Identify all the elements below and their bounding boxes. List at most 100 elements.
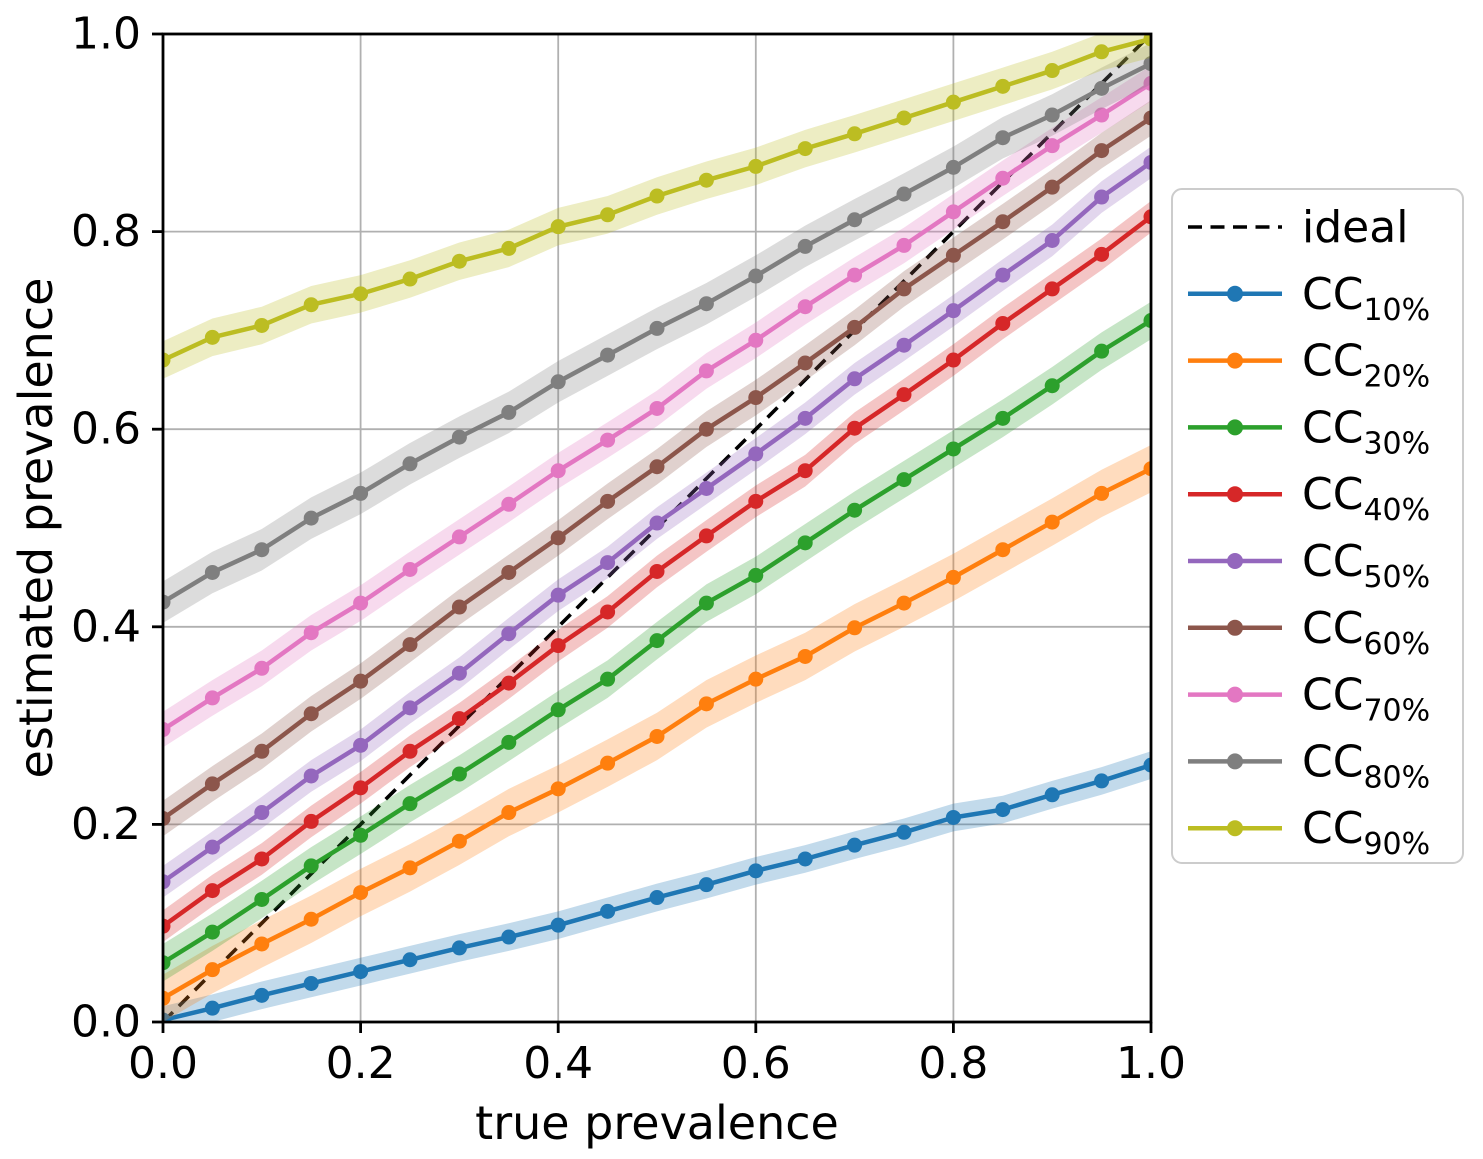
data-point-marker <box>353 885 369 901</box>
data-point-marker <box>1143 154 1151 170</box>
data-point-marker <box>254 936 270 952</box>
data-point-marker <box>254 660 270 676</box>
data-point-marker <box>303 706 319 722</box>
data-point-marker <box>1143 461 1151 477</box>
data-point-marker <box>550 702 566 718</box>
data-point-marker <box>204 883 220 899</box>
data-point-marker <box>748 863 764 879</box>
data-point-marker <box>163 874 171 890</box>
data-point-marker <box>402 743 418 759</box>
data-point-marker <box>402 271 418 287</box>
axes-ticks: 0.0 0.2 0.4 0.6 0.8 1.0 0.0 0.2 0.4 0.6 0.8 1.0 <box>71 9 1186 1090</box>
series-cc90 <box>163 34 1151 379</box>
x-tick-label: 0.0 <box>128 1038 198 1089</box>
legend-label: CC40% <box>1302 469 1430 528</box>
data-point-marker <box>945 247 961 263</box>
legend-label: CC20% <box>1302 336 1430 395</box>
data-point-marker <box>303 911 319 927</box>
data-point-marker <box>797 141 813 157</box>
legend-label: CC30% <box>1302 402 1430 461</box>
data-point-marker <box>1044 138 1060 154</box>
data-point-marker <box>204 924 220 940</box>
data-point-marker <box>847 212 863 228</box>
y-tick-label: 0.4 <box>71 601 141 652</box>
data-point-marker <box>698 696 714 712</box>
data-point-marker <box>1044 63 1060 79</box>
legend-label: CC10% <box>1302 269 1430 328</box>
data-point-marker <box>501 734 517 750</box>
data-point-marker <box>600 493 616 509</box>
data-point-marker <box>163 990 171 1006</box>
data-point-marker <box>501 496 517 512</box>
data-point-marker <box>402 561 418 577</box>
data-point-marker <box>501 805 517 821</box>
data-point-marker <box>945 94 961 110</box>
data-point-marker <box>163 594 171 610</box>
data-point-marker <box>1044 281 1060 297</box>
data-point-marker <box>1143 56 1151 72</box>
x-tick-label: 0.8 <box>918 1038 988 1089</box>
data-point-marker <box>451 940 467 956</box>
data-point-marker <box>600 671 616 687</box>
legend-label: CC80% <box>1302 736 1430 795</box>
data-point-marker <box>204 564 220 580</box>
data-point-marker <box>847 502 863 518</box>
legend-marker-sample <box>1227 686 1243 703</box>
data-point-marker <box>600 432 616 448</box>
data-point-marker <box>995 78 1011 94</box>
axes-spines <box>161 32 1153 1024</box>
data-point-marker <box>254 891 270 907</box>
data-point-marker <box>600 903 616 919</box>
data-point-marker <box>1094 143 1110 159</box>
data-point-marker <box>353 964 369 980</box>
data-point-marker <box>847 420 863 436</box>
data-point-marker <box>353 827 369 843</box>
legend-item-cc10: CC10% <box>1188 269 1430 328</box>
legend-marker-sample <box>1227 753 1243 770</box>
data-point-marker <box>163 722 171 738</box>
data-point-marker <box>451 429 467 445</box>
data-point-marker <box>353 286 369 302</box>
data-point-marker <box>163 918 171 934</box>
data-point-marker <box>353 737 369 753</box>
data-point-marker <box>451 665 467 681</box>
data-point-marker <box>163 352 171 368</box>
series-cc40 <box>163 200 1151 942</box>
data-point-marker <box>204 329 220 345</box>
data-point-marker <box>649 400 665 416</box>
data-point-marker <box>797 355 813 371</box>
y-tick-label: 0.0 <box>71 997 141 1048</box>
data-point-marker <box>649 890 665 906</box>
data-point-marker <box>748 671 764 687</box>
legend-item-cc70: CC70% <box>1188 670 1430 729</box>
data-point-marker <box>995 802 1011 818</box>
data-point-marker <box>1094 773 1110 789</box>
series-cc20 <box>163 445 1151 1022</box>
legend-marker-sample <box>1227 285 1243 302</box>
data-point-marker <box>1044 514 1060 530</box>
data-point-marker <box>995 315 1011 331</box>
data-point-marker <box>748 390 764 406</box>
data-point-marker <box>501 404 517 420</box>
legend-item-cc90: CC90% <box>1188 803 1430 862</box>
data-point-marker <box>649 515 665 531</box>
data-point-marker <box>550 374 566 390</box>
data-point-marker <box>303 813 319 829</box>
data-point-marker <box>204 776 220 792</box>
data-point-marker <box>797 238 813 254</box>
legend-label: CC50% <box>1302 536 1430 595</box>
data-point-marker <box>698 363 714 379</box>
data-point-marker <box>254 743 270 759</box>
x-tick-label: 0.6 <box>721 1038 791 1089</box>
legend-marker-sample <box>1227 553 1243 569</box>
data-point-marker <box>847 371 863 387</box>
data-point-marker <box>896 281 912 297</box>
data-point-marker <box>600 755 616 771</box>
legend-label: CC90% <box>1302 803 1430 862</box>
data-point-marker <box>402 700 418 716</box>
data-point-marker <box>649 320 665 336</box>
data-point-marker <box>1094 80 1110 96</box>
data-point-marker <box>353 595 369 611</box>
